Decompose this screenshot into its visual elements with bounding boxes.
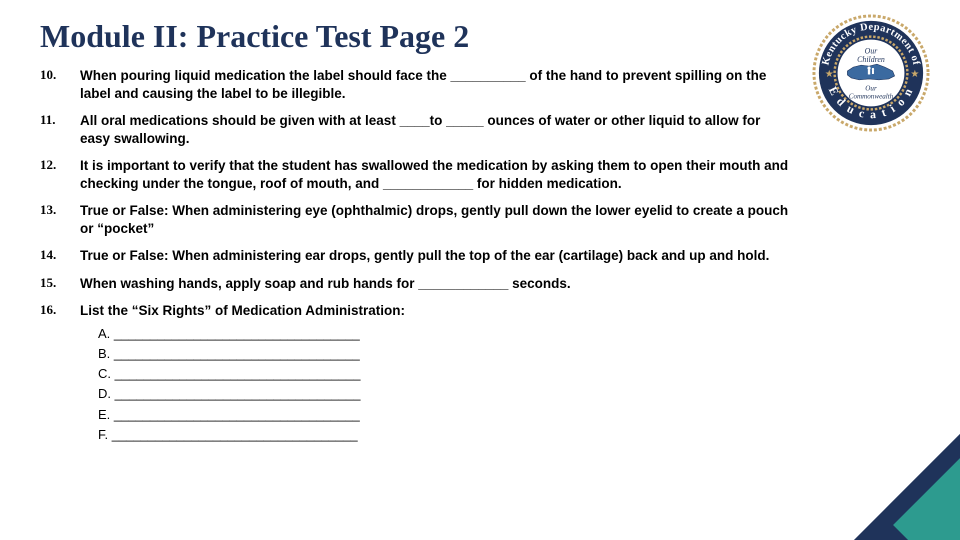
question-number: 15. xyxy=(40,275,80,291)
answer-blank: E. __________________________________ xyxy=(98,405,920,425)
answer-blank: D. __________________________________ xyxy=(98,384,920,404)
question-number: 11. xyxy=(40,112,80,128)
answer-blank: C. __________________________________ xyxy=(98,364,920,384)
question-row: 12. It is important to verify that the s… xyxy=(40,157,920,192)
question-text: All oral medications should be given wit… xyxy=(80,112,920,147)
question-row: 10. When pouring liquid medication the l… xyxy=(40,67,920,102)
svg-text:Our: Our xyxy=(865,85,877,93)
question-row: 14. True or False: When administering ea… xyxy=(40,247,920,265)
svg-text:★: ★ xyxy=(825,69,834,80)
question-row: 13. True or False: When administering ey… xyxy=(40,202,920,237)
page-title: Module II: Practice Test Page 2 xyxy=(40,18,920,55)
question-number: 16. xyxy=(40,302,80,318)
question-text: True or False: When administering ear dr… xyxy=(80,247,899,265)
question-number: 10. xyxy=(40,67,80,83)
answer-blank-list: A. __________________________________ B.… xyxy=(98,324,920,445)
question-list: 10. When pouring liquid medication the l… xyxy=(40,67,920,445)
question-text: When pouring liquid medication the label… xyxy=(80,67,920,102)
svg-text:Children: Children xyxy=(857,55,885,64)
svg-text:Commonwealth: Commonwealth xyxy=(849,93,894,101)
answer-blank: F. __________________________________ xyxy=(98,425,920,445)
question-text: When washing hands, apply soap and rub h… xyxy=(80,275,701,293)
question-row: 11. All oral medications should be given… xyxy=(40,112,920,147)
page: Module II: Practice Test Page 2 10. When… xyxy=(0,0,960,540)
question-row: 15. When washing hands, apply soap and r… xyxy=(40,275,920,293)
question-row: 16. List the “Six Rights” of Medication … xyxy=(40,302,920,320)
svg-text:Our: Our xyxy=(865,46,879,55)
question-number: 12. xyxy=(40,157,80,173)
answer-blank: B. __________________________________ xyxy=(98,344,920,364)
question-text: List the “Six Rights” of Medication Admi… xyxy=(80,302,535,320)
question-number: 13. xyxy=(40,202,80,218)
question-text: It is important to verify that the stude… xyxy=(80,157,920,192)
svg-text:★: ★ xyxy=(910,69,919,80)
question-text: True or False: When administering eye (o… xyxy=(80,202,920,237)
corner-accent xyxy=(810,390,960,540)
kde-seal-logo: Kentucky Department of E d u c a t i o n… xyxy=(812,14,930,132)
answer-blank: A. __________________________________ xyxy=(98,324,920,344)
question-number: 14. xyxy=(40,247,80,263)
